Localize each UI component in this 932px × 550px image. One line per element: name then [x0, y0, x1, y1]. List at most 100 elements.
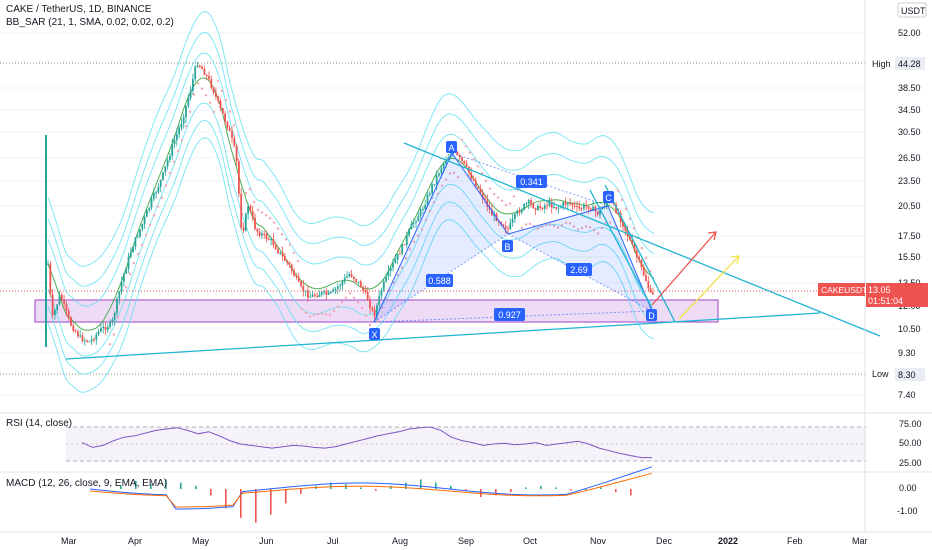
svg-text:USDT: USDT [901, 6, 926, 16]
candle-body [369, 300, 371, 308]
high-label: High [872, 59, 891, 69]
candle-body [520, 209, 523, 213]
candle-body [201, 66, 203, 70]
sar-dot [492, 193, 496, 196]
candle-body [111, 319, 114, 322]
candle-body [265, 233, 268, 240]
candle-body [203, 69, 206, 75]
candle-body [93, 339, 95, 341]
sar-dot [200, 87, 204, 90]
candle-body [215, 92, 217, 97]
sar-dot [212, 110, 216, 114]
macd-histogram-bar [180, 482, 182, 489]
candle-body [171, 144, 174, 156]
sar-dot [584, 225, 588, 228]
candle-body [523, 203, 525, 210]
candle-body [534, 208, 537, 210]
macd-histogram-bar [375, 489, 377, 491]
sar-dot [152, 214, 156, 217]
macd-histogram-bar [420, 479, 422, 489]
candle-body [238, 161, 240, 194]
pattern-point-d: D [646, 309, 657, 321]
sar-dot [252, 200, 256, 204]
candle-body [132, 247, 134, 253]
candle-body [293, 270, 295, 277]
bollinger-band-line [47, 119, 655, 375]
macd-histogram-bar [555, 487, 557, 489]
candle-body [178, 127, 180, 134]
candle-body [553, 207, 555, 209]
candle-body [318, 294, 321, 297]
candle-body [537, 205, 539, 210]
sar-dot [456, 176, 460, 179]
candle-body [141, 224, 144, 230]
c-trendline-b [604, 184, 676, 323]
sar-dot [204, 94, 208, 97]
candle-body [136, 236, 139, 238]
candle-body [63, 300, 65, 304]
sar-dot [496, 196, 500, 199]
low-value-tag: 8.30 [895, 368, 925, 381]
sar-dot [440, 184, 444, 187]
candle-body [405, 235, 408, 245]
candle-body [477, 186, 479, 189]
sar-dot [232, 124, 236, 127]
candle-body [327, 292, 330, 295]
pattern-point-x: X [369, 328, 380, 340]
candle-body [127, 256, 130, 269]
candle-body [45, 135, 47, 347]
candle-body [198, 65, 201, 67]
sar-dot [164, 184, 168, 187]
candle-body [380, 289, 383, 296]
sar-dot [112, 333, 116, 336]
sar-dot [304, 311, 308, 315]
sar-dot [324, 313, 328, 316]
macd-histogram-bar [135, 481, 137, 489]
candle-body [442, 163, 445, 169]
candle-body [185, 105, 187, 118]
candle-body [518, 210, 521, 213]
sar-dot [476, 165, 480, 168]
candle-body [445, 161, 447, 164]
candle-body [251, 211, 254, 218]
candle-body [277, 249, 279, 253]
candle-body [433, 184, 436, 186]
sar-dot [332, 309, 336, 312]
candle-body [629, 236, 631, 240]
price-axis-labels: 52.00 38.50 34.50 30.50 26.50 23.50 20.50 17.50… [898, 28, 921, 400]
sar-dot [460, 138, 464, 141]
sar-dot [432, 201, 436, 204]
currency-button[interactable]: USDT [897, 2, 927, 18]
candle-body [355, 279, 358, 282]
sar-dot [116, 316, 120, 319]
sar-dot [572, 225, 576, 228]
candle-body [249, 206, 252, 211]
sar-dot [144, 233, 148, 237]
macd-histogram-bar [510, 489, 512, 493]
macd-histogram-bar [210, 489, 212, 496]
candle-body [447, 157, 450, 162]
sar-dot [272, 221, 276, 224]
candle-body [74, 330, 77, 332]
candle-body [438, 173, 440, 176]
candle-body [541, 207, 544, 209]
time-tick: Aug [392, 536, 408, 546]
candle-body [65, 303, 68, 311]
sar-dot [284, 238, 288, 241]
svg-text:0.588: 0.588 [428, 276, 451, 286]
lower-trendline [65, 312, 821, 360]
bollinger-basis-line [47, 77, 655, 331]
price-tick: 20.50 [898, 201, 921, 211]
candle-body [139, 229, 141, 237]
price-tick: 38.50 [898, 83, 921, 93]
sar-dot [368, 323, 372, 327]
candle-body [279, 252, 282, 254]
candle-body [134, 237, 137, 247]
macd-histogram-bar [450, 485, 452, 489]
candle-body [102, 327, 105, 329]
sar-dot [540, 225, 544, 228]
candle-body [362, 287, 364, 291]
sar-dot [408, 248, 412, 251]
candle-body [638, 257, 640, 260]
